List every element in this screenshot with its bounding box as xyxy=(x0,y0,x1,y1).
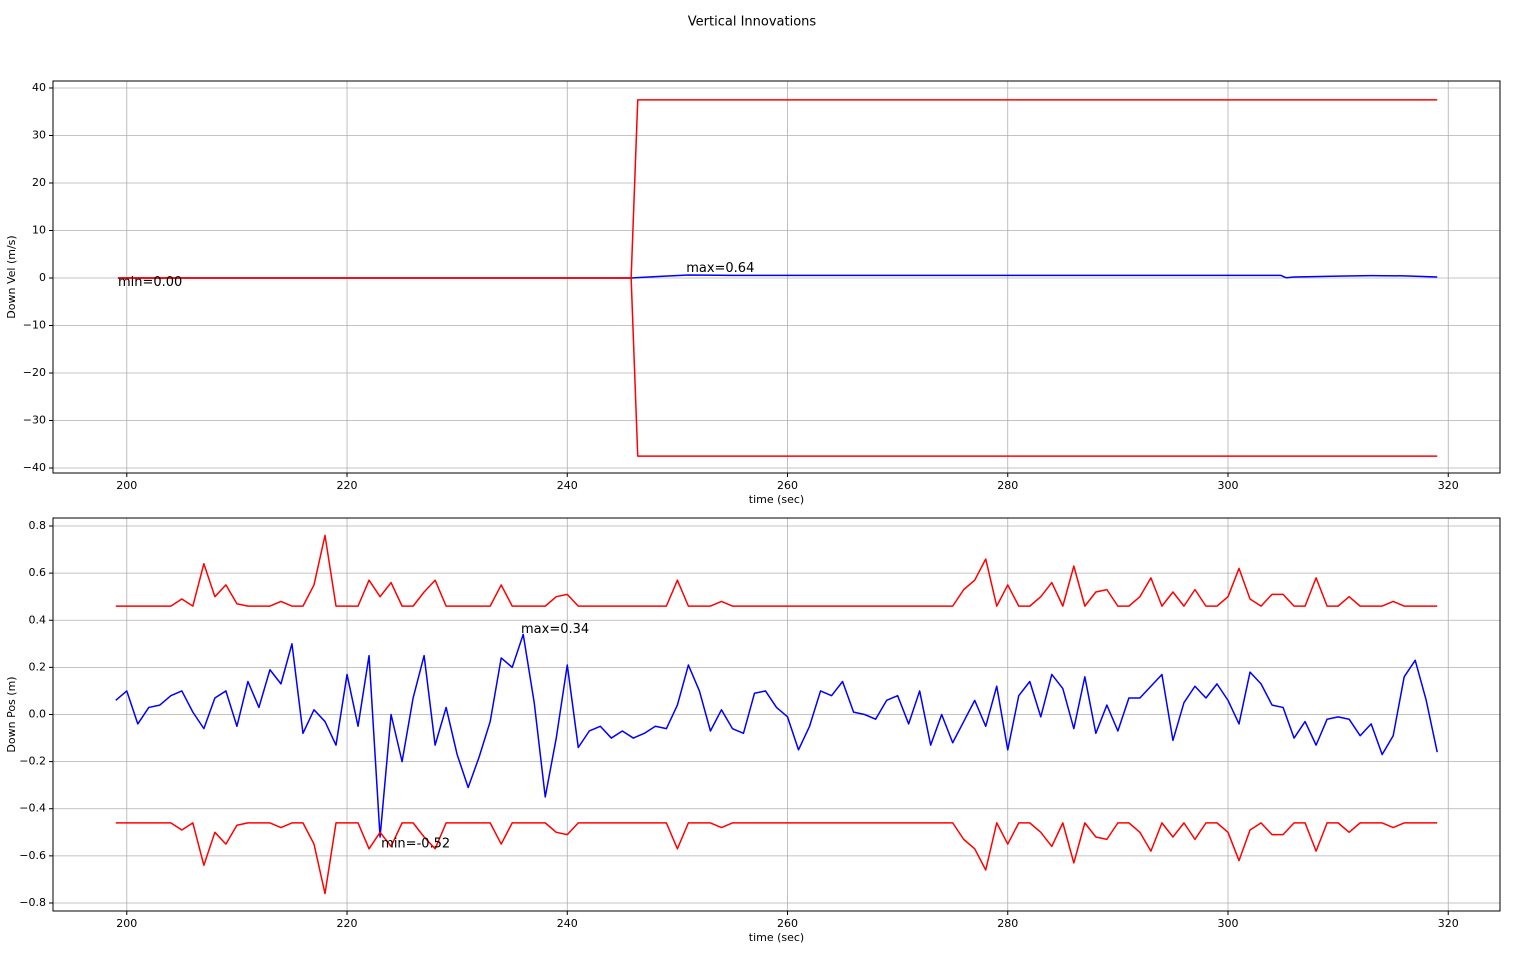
y-tick-label: 0.6 xyxy=(29,566,47,579)
x-tick-label: 220 xyxy=(337,917,358,930)
y-tick-label: 40 xyxy=(32,81,46,94)
x-tick-label: 280 xyxy=(997,917,1018,930)
y-tick-label: 10 xyxy=(32,223,46,236)
annotation: max=0.34 xyxy=(521,622,589,637)
x-axis-label: time (sec) xyxy=(749,931,804,944)
y-tick-label: −20 xyxy=(23,366,46,379)
y-tick-label: 0.0 xyxy=(29,708,47,721)
x-tick-label: 280 xyxy=(997,479,1018,492)
y-tick-label: −0.6 xyxy=(19,849,46,862)
y-tick-label: 0 xyxy=(39,271,46,284)
x-tick-label: 220 xyxy=(337,479,358,492)
y-tick-label: −0.8 xyxy=(19,896,46,909)
data-line xyxy=(115,822,1438,895)
data-line xyxy=(115,633,1438,838)
data-line xyxy=(117,277,1438,457)
x-tick-label: 240 xyxy=(557,917,578,930)
y-tick-label: 0.4 xyxy=(29,613,47,626)
figure-title: Vertical Innovations xyxy=(688,15,817,30)
annotation: min=0.00 xyxy=(118,275,182,290)
x-tick-label: 300 xyxy=(1217,917,1238,930)
axes-frame xyxy=(52,517,1501,912)
x-tick-label: 320 xyxy=(1438,917,1459,930)
x-tick-label: 300 xyxy=(1217,479,1238,492)
x-tick-label: 200 xyxy=(116,479,137,492)
y-tick-label: −30 xyxy=(23,414,46,427)
y-tick-label: 20 xyxy=(32,176,46,189)
y-tick-label: −0.2 xyxy=(19,755,46,768)
data-line xyxy=(115,534,1438,607)
x-axis-label: time (sec) xyxy=(749,493,804,506)
annotation: max=0.64 xyxy=(686,261,754,276)
y-tick-label: −0.4 xyxy=(19,802,46,815)
y-axis-label: Down Vel (m/s) xyxy=(5,235,18,318)
x-tick-label: 240 xyxy=(557,479,578,492)
plot-lines xyxy=(115,534,1438,895)
y-axis-label: Down Pos (m) xyxy=(5,676,18,752)
x-tick-label: 320 xyxy=(1438,479,1459,492)
y-tick-label: 30 xyxy=(32,128,46,141)
y-tick-label: −40 xyxy=(23,461,46,474)
data-line xyxy=(117,274,1438,279)
y-tick-label: −10 xyxy=(23,319,46,332)
x-tick-label: 200 xyxy=(116,917,137,930)
plot-lines xyxy=(117,99,1438,457)
x-tick-label: 260 xyxy=(777,917,798,930)
axes-frame xyxy=(52,80,1501,474)
y-tick-label: 0.8 xyxy=(29,519,47,532)
y-tick-label: 0.2 xyxy=(29,660,47,673)
x-tick-label: 260 xyxy=(777,479,798,492)
annotation: min=-0.52 xyxy=(381,837,450,852)
